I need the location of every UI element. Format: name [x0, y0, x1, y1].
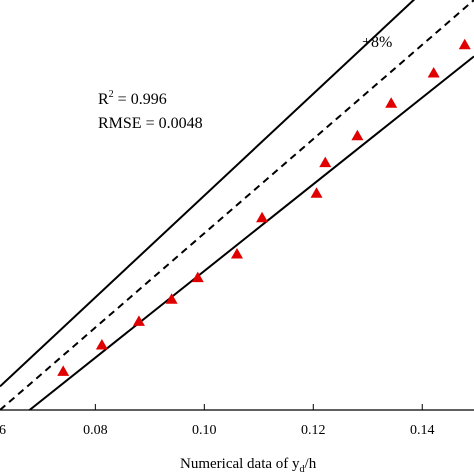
data-point [231, 248, 243, 259]
x-axis-label-tail: /h [305, 456, 317, 472]
data-point [427, 67, 440, 78]
data-point [319, 156, 332, 168]
upper-bound-line [0, 0, 416, 388]
data-point [385, 97, 398, 108]
data-point [165, 293, 178, 304]
x-axis-label-sub: d [300, 464, 305, 474]
data-point [351, 129, 364, 141]
x-axis-label-main: Numerical data of y [180, 456, 300, 472]
x-axis-label: Numerical data of yd/h [180, 456, 317, 474]
data-point [57, 365, 70, 376]
data-point [191, 271, 204, 283]
data-point [256, 211, 269, 223]
r2-annotation: R2 = 0.996 [98, 89, 167, 108]
x-tick-label: 0.12 [301, 423, 326, 438]
data-point [95, 338, 108, 350]
equality-line [0, 0, 474, 410]
r2-superscript: 2 [109, 89, 114, 100]
x-tick-label: 6 [0, 423, 6, 438]
data-points [57, 38, 471, 376]
data-point [132, 315, 145, 326]
x-tick-label: 0.10 [192, 423, 217, 438]
x-tick-label: 0.08 [83, 423, 108, 438]
r2-value: = 0.996 [114, 91, 167, 108]
upper-line-label: +8% [362, 34, 392, 51]
r2-prefix: R [98, 91, 109, 108]
data-point [458, 38, 471, 50]
data-point [310, 187, 323, 198]
reference-lines [0, 0, 474, 410]
lower-bound-line [28, 55, 474, 410]
rmse-annotation: RMSE = 0.0048 [98, 115, 203, 132]
x-ticks: 6 0.08 0.10 0.12 0.14 [0, 404, 434, 438]
x-tick-label: 0.14 [410, 423, 435, 438]
